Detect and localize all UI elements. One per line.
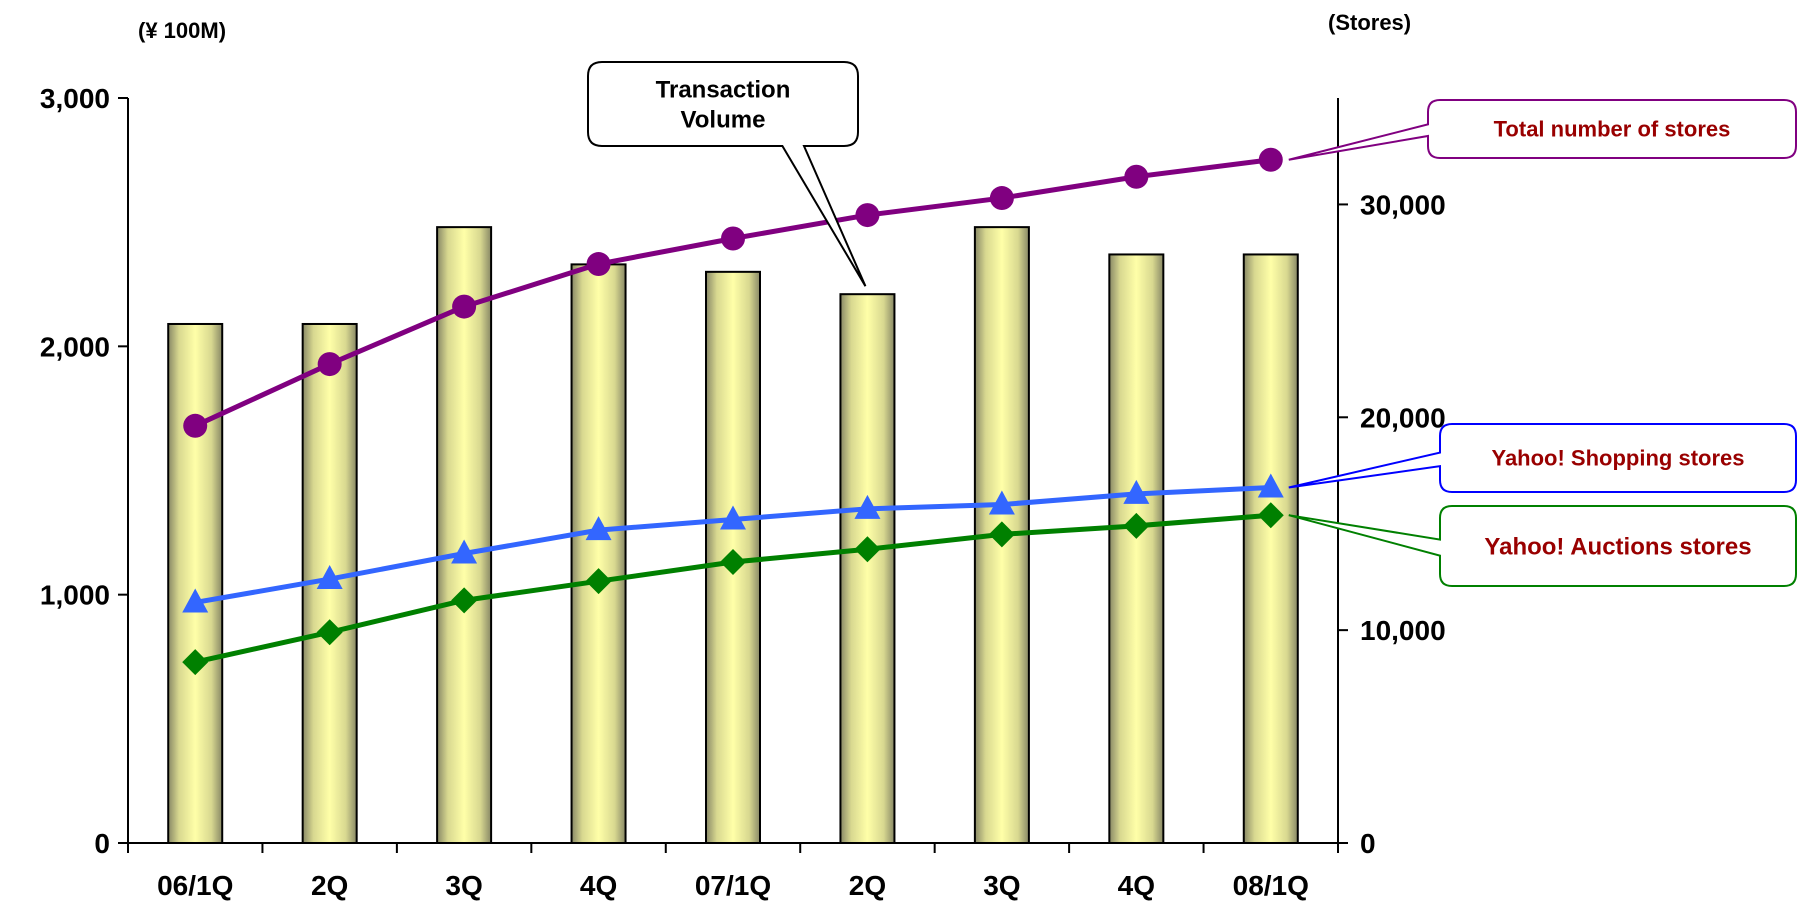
- callout-label: Transaction: [656, 76, 791, 103]
- left-axis-tick-label: 0: [94, 828, 110, 859]
- x-axis-tick-label: 4Q: [1118, 870, 1155, 901]
- bar-transaction-volume: [1242, 253, 1299, 844]
- x-axis-tick-label: 08/1Q: [1233, 870, 1309, 901]
- point-yahoo-shopping-stores: [854, 494, 881, 519]
- point-yahoo-shopping-stores: [316, 565, 343, 590]
- right-axis-tick-label: 0: [1360, 828, 1376, 859]
- x-axis-tick-label: 07/1Q: [695, 870, 771, 901]
- point-yahoo-shopping-stores: [585, 516, 612, 541]
- point-yahoo-shopping-stores: [720, 505, 746, 530]
- point-yahoo-shopping-stores: [1257, 473, 1284, 498]
- callout-box: [1288, 505, 1797, 587]
- point-yahoo-auctions-stores: [585, 568, 612, 595]
- callout-box: [587, 61, 867, 287]
- bar-transaction-volume: [436, 226, 493, 844]
- callout-label: Volume: [681, 106, 766, 133]
- point-yahoo-auctions-stores: [988, 521, 1015, 548]
- point-yahoo-shopping-stores: [182, 588, 209, 613]
- bar-transaction-volume: [839, 293, 896, 844]
- point-yahoo-auctions-stores: [854, 536, 881, 563]
- right-axis-tick-label: 20,000: [1360, 402, 1446, 433]
- point-yahoo-auctions-stores: [182, 649, 209, 676]
- left-axis-tick-label: 1,000: [40, 580, 110, 611]
- callout-box: [1288, 99, 1797, 161]
- point-total-number-of-stores: [721, 226, 745, 251]
- point-yahoo-auctions-stores: [1123, 512, 1150, 539]
- right-axis-tick-label: 10,000: [1360, 615, 1446, 646]
- x-axis-tick-label: 2Q: [849, 870, 886, 901]
- point-total-number-of-stores: [317, 352, 342, 377]
- callout-label: Yahoo! Auctions stores: [1484, 533, 1751, 560]
- point-yahoo-shopping-stores: [1123, 479, 1150, 504]
- x-axis-tick-label: 4Q: [580, 870, 617, 901]
- right-axis-tick-label: 30,000: [1360, 189, 1446, 220]
- bar-transaction-volume: [1108, 253, 1165, 844]
- point-yahoo-auctions-stores: [1257, 502, 1284, 529]
- point-yahoo-shopping-stores: [451, 539, 478, 564]
- callout-box: [1288, 423, 1797, 493]
- point-yahoo-auctions-stores: [316, 619, 343, 646]
- bar-transaction-volume: [167, 322, 224, 844]
- bar-transaction-volume: [570, 263, 627, 844]
- point-total-number-of-stores: [452, 294, 477, 319]
- x-axis-tick-label: 3Q: [983, 870, 1020, 901]
- callout-label: Yahoo! Shopping stores: [1491, 446, 1744, 471]
- point-total-number-of-stores: [855, 203, 880, 228]
- left-axis-unit-label: (¥ 100M): [138, 18, 227, 43]
- point-yahoo-auctions-stores: [451, 587, 478, 614]
- x-axis-tick-label: 2Q: [311, 870, 348, 901]
- point-yahoo-auctions-stores: [720, 549, 746, 576]
- x-axis-tick-label: 3Q: [445, 870, 482, 901]
- point-total-number-of-stores: [183, 413, 208, 438]
- callout-label: Total number of stores: [1494, 117, 1731, 142]
- point-total-number-of-stores: [586, 252, 611, 277]
- right-axis-unit-label: (Stores): [1328, 10, 1412, 35]
- point-total-number-of-stores: [989, 186, 1014, 211]
- left-axis-tick-label: 3,000: [40, 83, 110, 114]
- x-axis-tick-label: 06/1Q: [157, 870, 233, 901]
- point-yahoo-shopping-stores: [988, 490, 1015, 515]
- left-axis-tick-label: 2,000: [40, 331, 110, 362]
- point-total-number-of-stores: [1124, 164, 1149, 189]
- point-total-number-of-stores: [1258, 147, 1283, 172]
